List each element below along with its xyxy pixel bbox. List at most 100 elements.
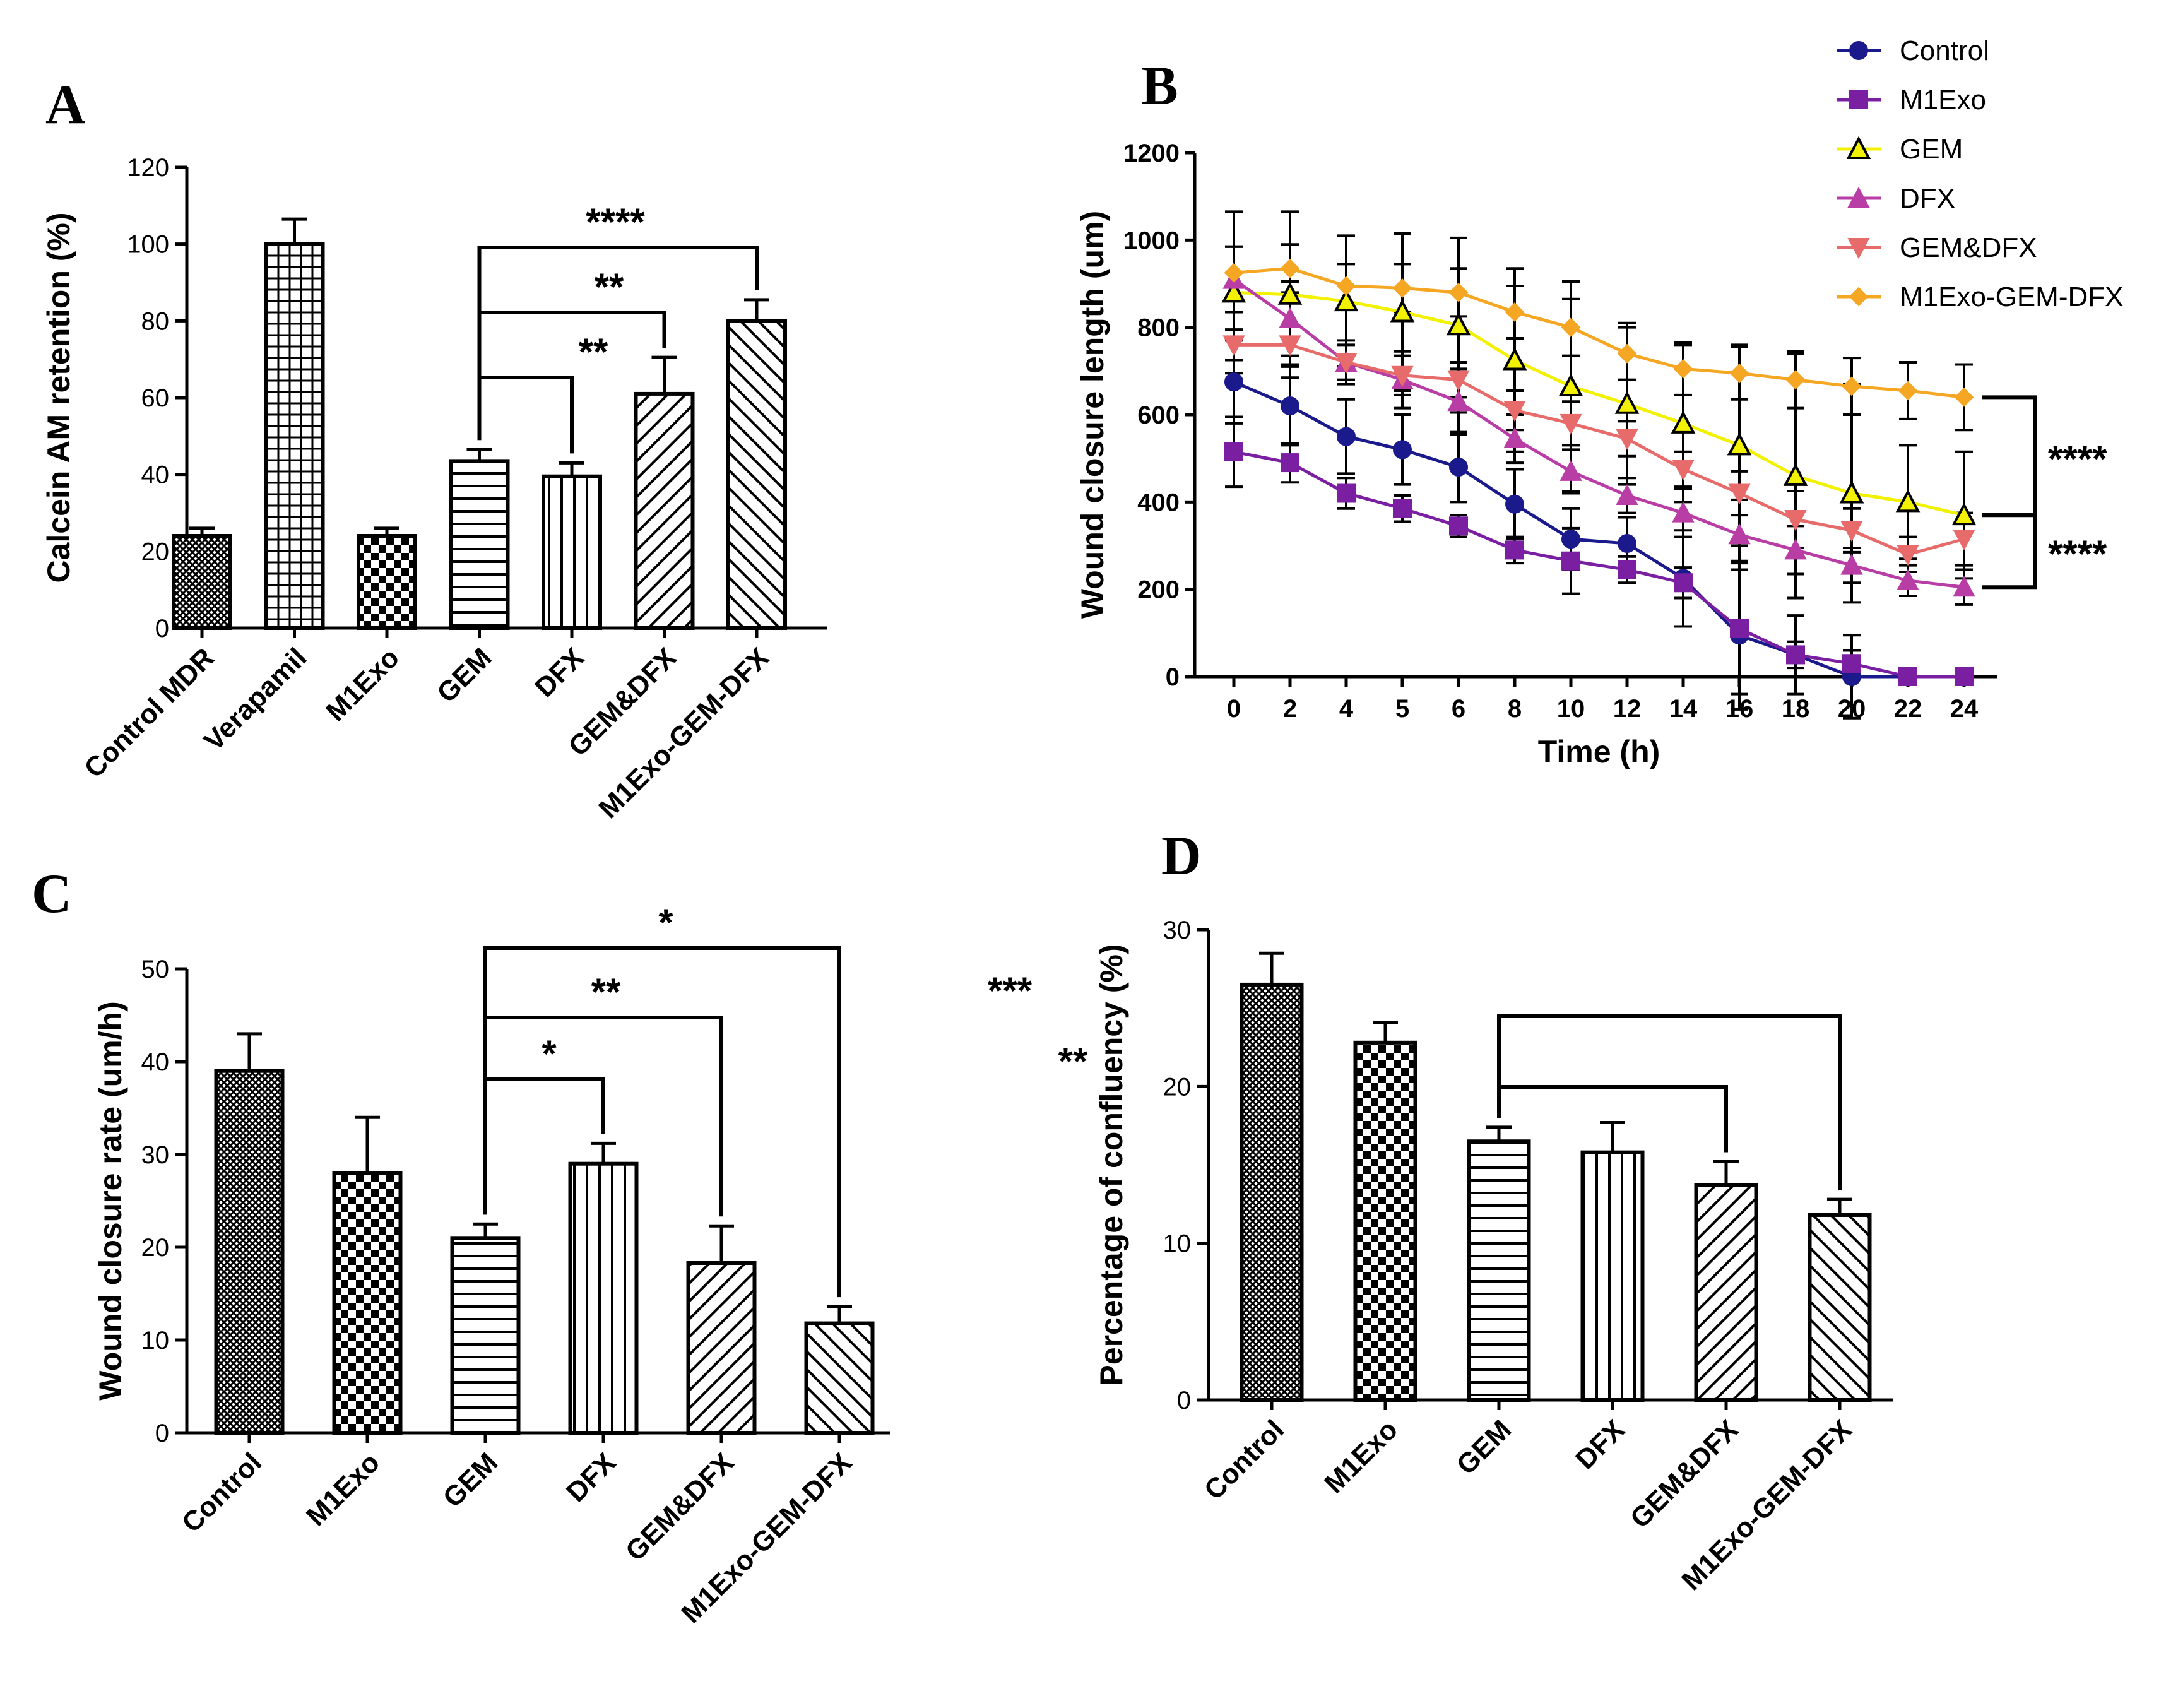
point bbox=[1505, 540, 1524, 560]
point bbox=[1673, 359, 1693, 379]
x-tick-label: GEM bbox=[1451, 1414, 1518, 1481]
point bbox=[1279, 335, 1301, 357]
x-tick-label: DFX bbox=[529, 642, 590, 703]
point bbox=[1561, 317, 1581, 338]
y-tick-label: 1200 bbox=[1123, 139, 1180, 167]
point bbox=[1614, 391, 1640, 414]
x-tick-label: GEM&DFX bbox=[1625, 1414, 1744, 1534]
point bbox=[1560, 460, 1582, 481]
x-tick-label: 8 bbox=[1508, 695, 1522, 723]
point bbox=[1560, 413, 1582, 435]
x-tick-label: M1Exo bbox=[320, 642, 405, 727]
point bbox=[1897, 545, 1919, 566]
point bbox=[1224, 263, 1244, 283]
series-M1Exo-GEM-DFX bbox=[1225, 243, 1973, 432]
point bbox=[1505, 494, 1524, 514]
point bbox=[1618, 560, 1636, 579]
point bbox=[1561, 530, 1580, 549]
point bbox=[1503, 427, 1526, 449]
bar bbox=[1580, 1150, 1645, 1402]
point bbox=[1618, 534, 1636, 554]
point bbox=[1785, 370, 1806, 390]
x-tick-label: M1Exo bbox=[1318, 1414, 1404, 1499]
y-tick-label: 0 bbox=[155, 1420, 169, 1447]
legend: Control M1Exo GEM DFX GEM&DFX M1Exo-GEM-DFX bbox=[1837, 35, 2123, 312]
x-tick-label: 6 bbox=[1452, 695, 1465, 723]
point bbox=[1392, 278, 1412, 298]
significance-bracket bbox=[477, 376, 574, 454]
panel-letter: C bbox=[32, 863, 72, 925]
bar bbox=[214, 1069, 285, 1435]
bar bbox=[1240, 982, 1304, 1402]
point bbox=[1849, 90, 1868, 109]
point bbox=[1335, 353, 1358, 374]
significance-label: * bbox=[658, 901, 673, 944]
point bbox=[1727, 432, 1752, 456]
y-axis-title: Percentage of confluency (%) bbox=[1094, 944, 1129, 1385]
point bbox=[1449, 516, 1468, 536]
point bbox=[1505, 302, 1525, 322]
bar bbox=[357, 534, 417, 630]
bar bbox=[172, 534, 232, 630]
point bbox=[1224, 442, 1243, 461]
significance-label: **** bbox=[2048, 533, 2107, 575]
y-axis-title: Wound closure length (um) bbox=[1075, 211, 1110, 619]
point bbox=[1784, 510, 1807, 531]
point bbox=[1616, 429, 1638, 451]
x-tick-label: 22 bbox=[1894, 695, 1922, 723]
significance-label: **** bbox=[2048, 438, 2107, 480]
point bbox=[1280, 258, 1300, 278]
legend-label: GEM bbox=[1900, 134, 1963, 165]
point bbox=[1221, 280, 1246, 303]
panel-letter: D bbox=[1161, 826, 1202, 887]
y-tick-label: 120 bbox=[127, 154, 169, 182]
point bbox=[1672, 460, 1695, 481]
point bbox=[1390, 299, 1415, 323]
series-Control bbox=[1225, 339, 1861, 720]
legend-label: M1Exo-GEM-DFX bbox=[1900, 282, 2123, 312]
y-tick-label: 20 bbox=[1163, 1073, 1192, 1101]
point bbox=[1281, 453, 1299, 473]
point bbox=[1784, 538, 1807, 560]
x-tick-label: Control MDR bbox=[78, 642, 220, 784]
bar bbox=[450, 1236, 521, 1435]
x-tick-label: GEM&DFX bbox=[620, 1447, 740, 1567]
bar bbox=[804, 1321, 875, 1435]
significance-label: *** bbox=[988, 970, 1033, 1012]
point bbox=[1786, 645, 1805, 665]
y-tick-label: 30 bbox=[1163, 916, 1192, 944]
y-tick-label: 30 bbox=[141, 1141, 170, 1169]
y-tick-label: 0 bbox=[155, 615, 169, 643]
point bbox=[1393, 499, 1412, 518]
point bbox=[1842, 376, 1862, 396]
significance-bracket bbox=[1982, 513, 2037, 590]
point bbox=[1674, 573, 1693, 593]
bar bbox=[726, 319, 787, 630]
x-tick-label: GEM bbox=[437, 1447, 504, 1514]
x-tick-label: 24 bbox=[1950, 695, 1979, 723]
series-line bbox=[1234, 343, 1965, 556]
significance-bracket bbox=[477, 246, 759, 441]
point bbox=[1447, 390, 1470, 412]
point bbox=[1847, 238, 1870, 259]
x-tick-label: 4 bbox=[1339, 695, 1354, 723]
point bbox=[1617, 343, 1637, 364]
series-GEM bbox=[1225, 210, 1973, 604]
point bbox=[1279, 307, 1301, 328]
panel-letter: A bbox=[45, 74, 86, 136]
legend-label: GEM&DFX bbox=[1900, 232, 2037, 263]
point bbox=[1281, 396, 1299, 416]
point bbox=[1840, 521, 1863, 542]
point bbox=[1558, 373, 1583, 397]
y-axis-title: Wound closure rate (um/h) bbox=[93, 1001, 128, 1400]
point bbox=[1337, 427, 1356, 446]
y-tick-label: 40 bbox=[141, 461, 170, 489]
x-tick-label: 12 bbox=[1613, 695, 1642, 723]
x-tick-label: 18 bbox=[1782, 695, 1810, 723]
point bbox=[1616, 483, 1638, 505]
panel-A: A 0 20 40 60 80 100 120 Calcein AM retention (%)… bbox=[41, 74, 827, 824]
y-tick-label: 0 bbox=[1166, 663, 1180, 691]
point bbox=[1953, 530, 1975, 551]
y-tick-label: 10 bbox=[1163, 1230, 1192, 1258]
